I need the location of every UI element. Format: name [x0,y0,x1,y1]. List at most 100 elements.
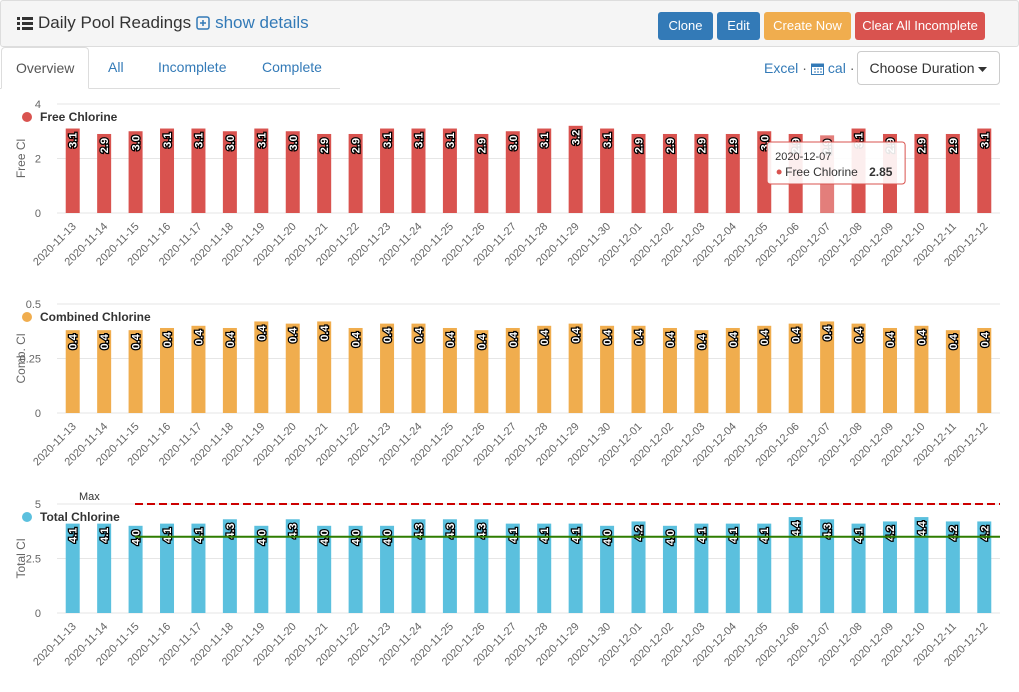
title: Daily Pool Readings show details [17,13,309,33]
list-icon [17,17,33,30]
legend-marker [22,512,32,522]
y-tick-label: 0.5 [26,299,41,311]
value-label: 0.4 [728,331,740,347]
clone-button[interactable]: Clone [658,12,713,40]
tab[interactable]: Overview [1,47,90,89]
header-bar: Daily Pool Readings show details Clone E… [0,0,1019,47]
show-details-link[interactable]: show details [215,13,309,32]
bar [411,128,426,213]
bar [191,325,206,413]
bar [285,519,300,613]
value-label: 4.1 [571,528,583,543]
y-axis-label: Free Cl [14,139,28,178]
bar [254,525,269,613]
bar [914,133,929,213]
bar [317,525,332,613]
value-label: 4.1 [508,528,520,543]
value-label: 0.4 [634,329,646,345]
value-label: 0.4 [508,331,520,347]
tooltip-marker [776,169,782,175]
bar [348,525,363,613]
value-label: 0.4 [68,333,80,349]
page-title: Daily Pool Readings [38,13,192,32]
value-label: 3.1 [979,133,991,148]
bar [568,125,583,213]
bar [945,330,960,413]
tooltip-date: 2020-12-07 [775,151,831,163]
tab[interactable]: Incomplete [158,59,227,75]
value-label: 4.3 [445,523,457,538]
bar [725,133,740,213]
bar [222,519,237,613]
bar [411,519,426,613]
value-label: 0.4 [854,327,866,343]
value-label: 4.3 [288,523,300,538]
value-label: 3.1 [193,133,205,148]
value-label: 0.4 [476,333,488,349]
value-label: 0.4 [822,325,834,341]
value-label: 4.2 [885,525,897,540]
y-tick-label: 2 [35,154,41,166]
value-label: 0.4 [413,327,425,343]
bar [977,521,992,613]
value-label: 0.4 [162,331,174,347]
bar [631,521,646,613]
bar [222,131,237,213]
bar [442,519,457,613]
bar [820,321,835,413]
cal-link[interactable]: cal [827,60,846,76]
bar [222,327,237,413]
bar [160,128,175,213]
bar [505,131,520,213]
excel-link[interactable]: Excel [764,60,799,76]
value-label: 0.4 [382,327,394,343]
value-label: 2.9 [916,138,928,153]
bar [285,131,300,213]
bar [505,327,520,413]
tooltip-box [766,141,906,185]
charts: 0 2 4 Free Cl 3.1 2.9 3.0 3.1 3.1 3.0 3.1 3.0 2.9 2.9… [14,99,1000,669]
value-label: 0.4 [696,333,708,349]
value-label: 3.0 [225,135,237,150]
reference-label: Max [79,491,100,503]
duration-label: Choose Duration [869,60,975,76]
value-label: 0.4 [665,331,677,347]
bar [977,128,992,213]
duration-dropdown[interactable]: Choose Duration [857,51,1000,85]
bar [160,327,175,413]
tab[interactable]: Complete [262,59,322,75]
bar [191,523,206,613]
value-label: 3.1 [413,133,425,148]
bar [820,519,835,613]
bar [442,327,457,413]
bar [631,325,646,413]
bar [788,323,803,413]
bar [725,327,740,413]
value-label: 4.1 [539,528,551,543]
bar [662,327,677,413]
value-label: 4.3 [413,523,425,538]
edit-button[interactable]: Edit [717,12,760,40]
clear-incomplete-button[interactable]: Clear All Incomplete [855,12,985,40]
bar [977,327,992,413]
y-tick-label: 4 [35,99,41,111]
value-label: 4.1 [728,528,740,543]
bar [191,128,206,213]
tab[interactable]: All [108,59,124,75]
plus-icon[interactable] [196,16,210,30]
value-label: 0.4 [99,333,111,349]
create-now-button[interactable]: Create Now [764,12,851,40]
tabs: Overview All Incomplete Complete [0,47,340,89]
value-label: 3.0 [508,135,520,150]
value-label: 0.4 [351,331,363,347]
bar [65,128,80,213]
value-label: 0.4 [791,327,803,343]
bar [600,128,615,213]
bar [128,525,143,613]
value-label: 4.3 [822,523,834,538]
value-label: 0.4 [602,329,614,345]
legend-label: Free Chlorine [40,110,118,124]
bar [757,325,772,413]
bar [474,133,489,213]
